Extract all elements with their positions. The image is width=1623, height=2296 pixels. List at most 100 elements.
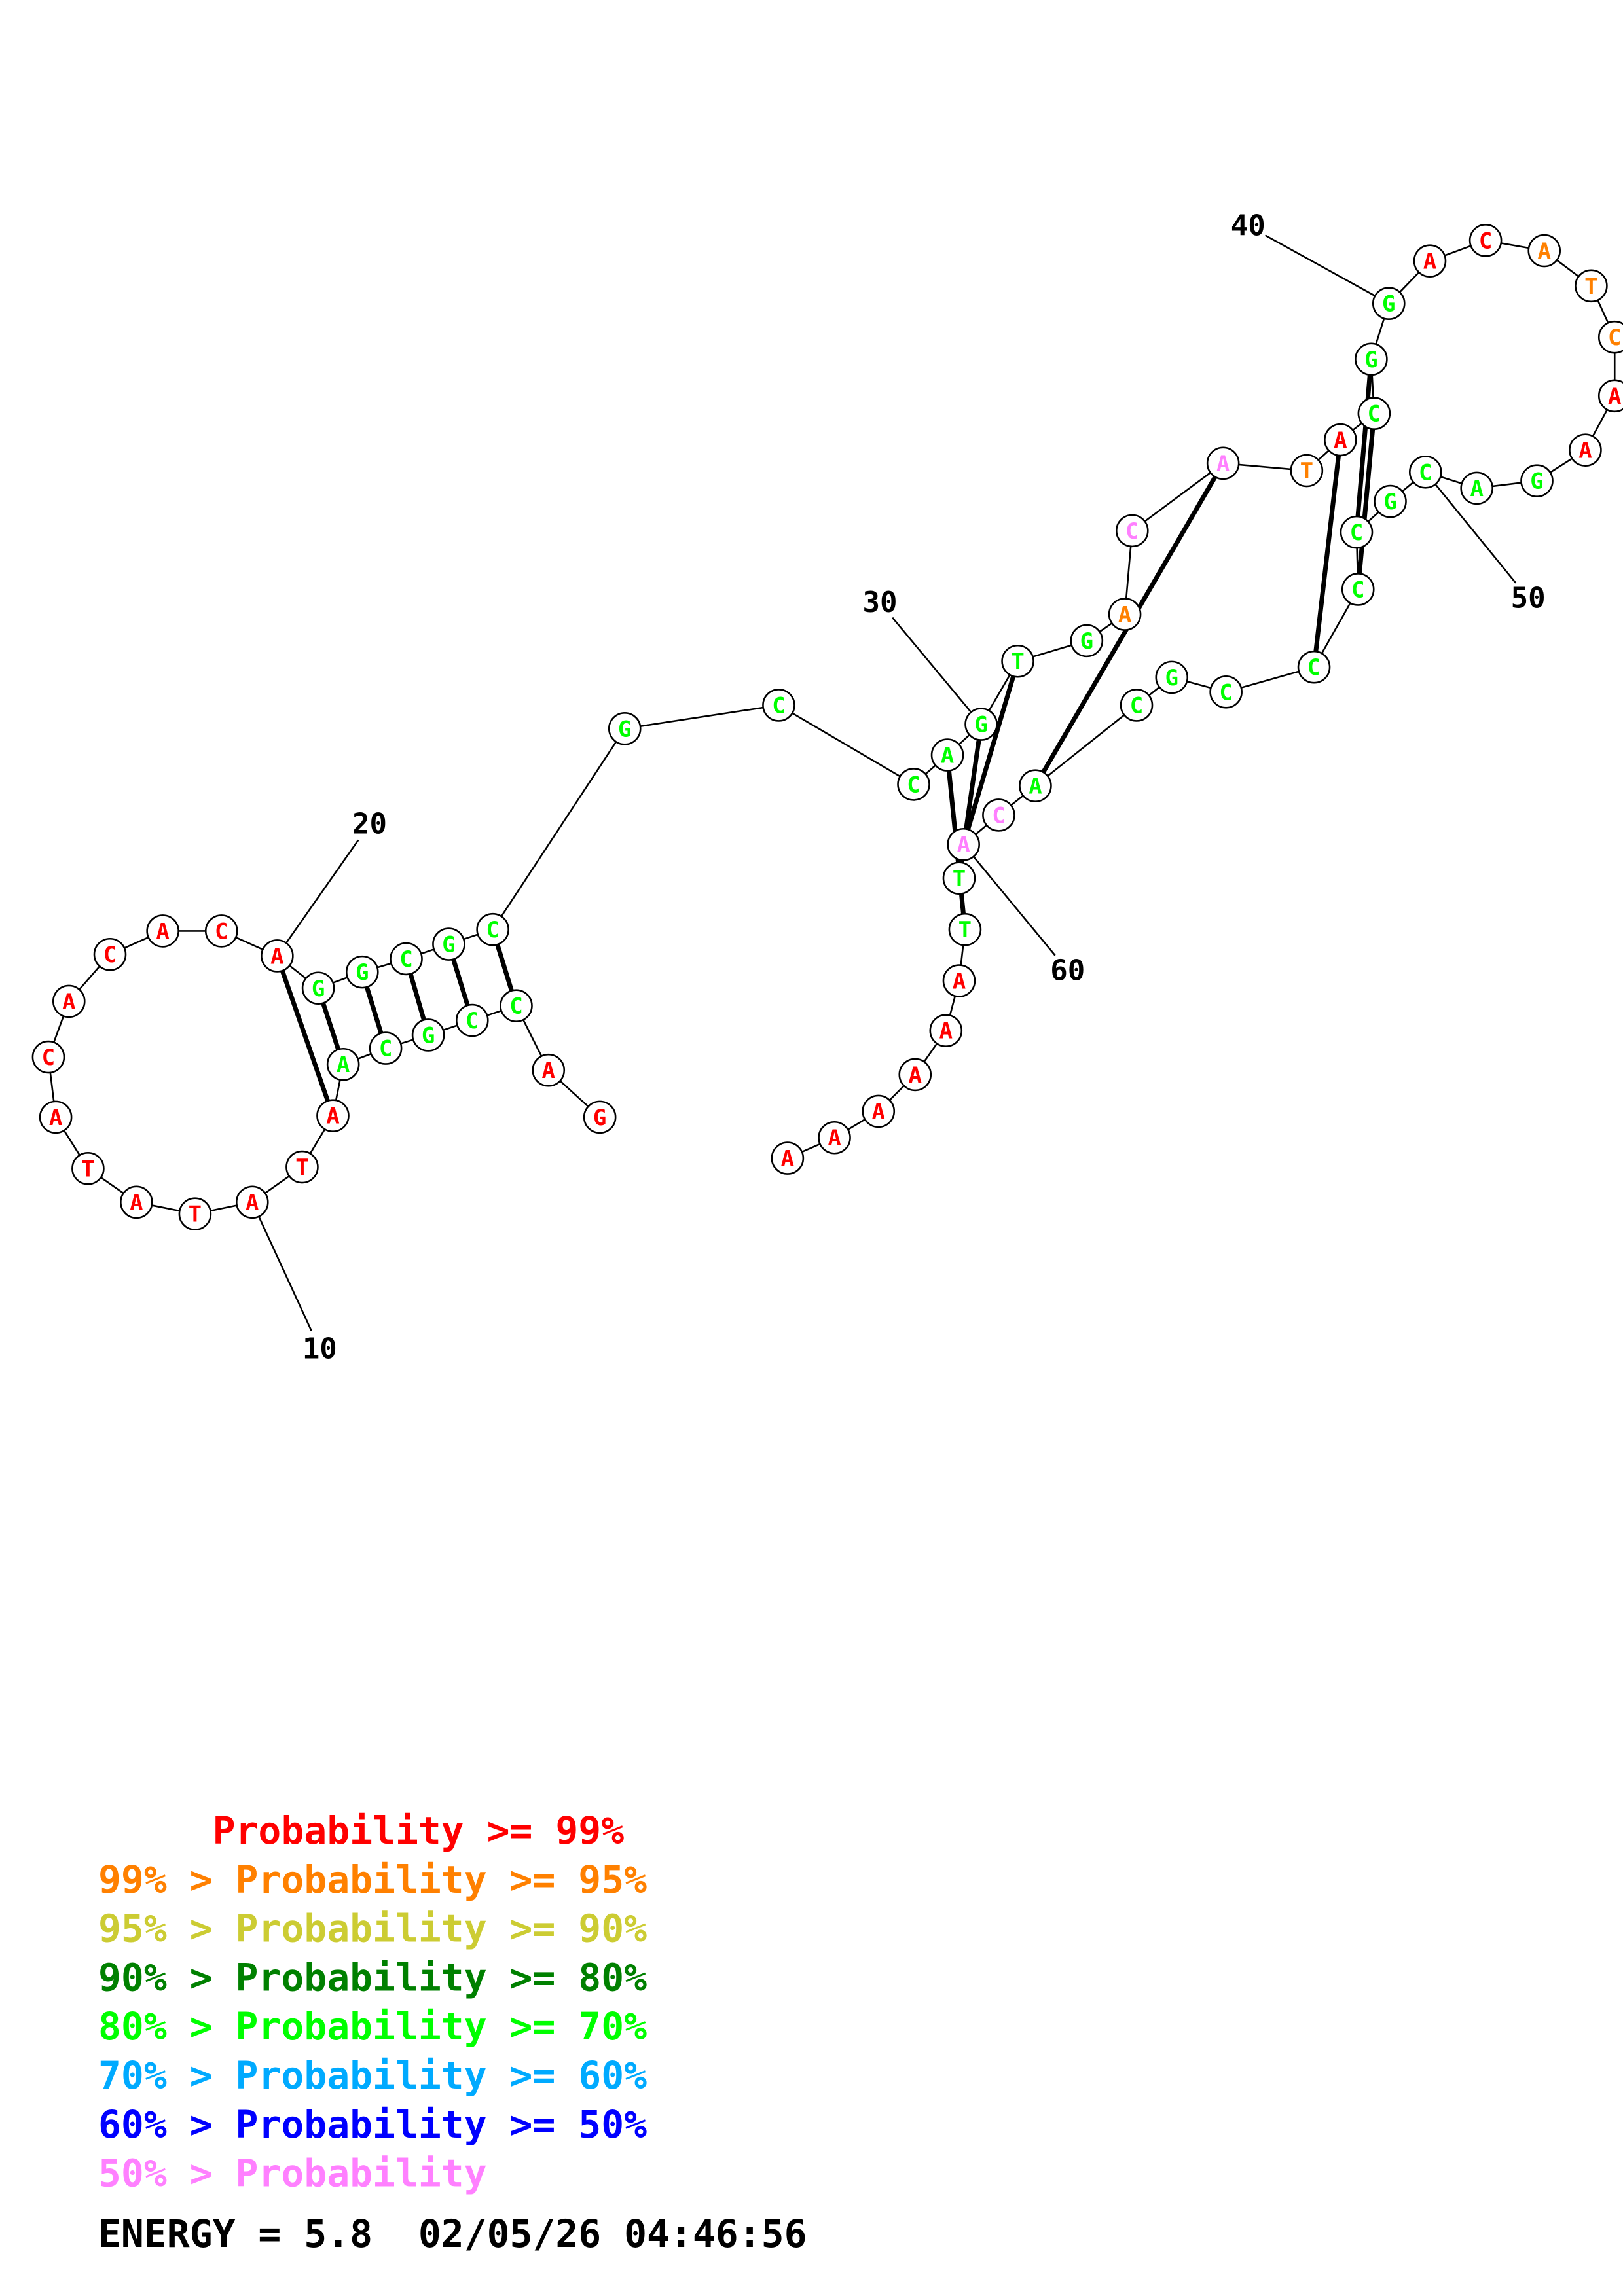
nucleotide-letter: C [1125,518,1139,545]
nucleotide: A [1324,423,1357,457]
probability-legend: Probability >= 99%99% > Probability >= 9… [98,1808,647,2196]
nucleotide-circle [771,1141,805,1175]
nucleotide-circle [1569,433,1602,467]
nucleotide: T [1290,454,1324,488]
nucleotide: C [1341,573,1375,606]
nucleotide-letter: G [974,712,987,738]
nucleotide: G [1070,624,1104,658]
energy-footer: ENERGY = 5.8 02/05/26 04:46:56 [98,2212,807,2256]
base-pair-bond [1355,411,1377,592]
nucleotide-circle [476,912,509,946]
nucleotide: C [31,1040,65,1074]
nucleotide-circle [1120,689,1154,722]
nucleotide-circle [1155,660,1189,694]
nucleotide: A [930,738,964,772]
nucleotide-circle [942,964,976,997]
nucleotide-letter: C [1479,228,1492,254]
position-label: 60 [1050,954,1085,987]
position-tick [962,844,1056,956]
nucleotide-circle [1355,342,1388,376]
nucleotide-circle [1520,464,1554,498]
nucleotide-circle [1460,471,1493,505]
nucleotide: G [1155,660,1189,694]
nucleotide-circle [1001,644,1034,678]
nucleotide: C [455,1003,489,1037]
nucleotide-circle [947,827,980,861]
nucleotide: C [1357,397,1391,430]
nucleotide-circle [31,1040,65,1074]
nucleotide-letter: C [103,942,117,968]
nucleotide-circle [1070,624,1104,658]
nucleotide-letter: A [872,1099,885,1125]
nucleotide-letter: G [1530,469,1543,495]
nucleotide-circle [455,1003,489,1037]
legend-entry: 50% > Probability [98,2151,487,2196]
nucleotide-circle [301,971,335,1005]
nucleotide-circle [390,942,423,976]
nucleotide-circle [1597,320,1623,354]
nucleotide-letter: C [1351,577,1364,603]
nucleotide-circle [1019,769,1052,802]
nucleotide: A [146,914,179,948]
nucleotide-letter: G [1080,628,1093,655]
nucleotide-letter: C [992,802,1005,829]
nucleotide-letter: G [422,1022,435,1049]
nucleotide-circle [500,989,533,1022]
nucleotide-letter: A [49,1105,62,1131]
nucleotide-circle [261,939,294,973]
nucleotide-letter: A [909,1062,922,1088]
nucleotide-letter: A [1578,438,1592,464]
nucleotide: T [1575,269,1608,303]
nucleotide-letter: G [1382,291,1395,317]
position-label: 40 [1231,209,1266,242]
nucleotide: T [285,1150,319,1184]
nucleotide: G [432,927,465,961]
nucleotide-circle [898,1058,932,1092]
nucleotide-letter: A [957,832,970,858]
position-tick [892,617,982,725]
nucleotide-letter: G [312,976,325,1002]
nucleotide-letter: A [828,1125,841,1151]
nucleotide: A [532,1053,566,1087]
nucleotide: C [762,689,795,722]
nucleotide-letter: C [907,772,920,798]
nucleotide-letter: A [939,1018,953,1045]
nucleotide-circle [204,914,238,948]
nucleotide: C [1468,224,1503,257]
nucleotide-circle [1597,379,1623,413]
nucleotide-letter: C [772,692,785,719]
nucleotide-circle [608,711,642,745]
base-pair-bond [1354,357,1374,535]
position-label: 50 [1511,581,1546,615]
nucleotide-circle [982,798,1015,832]
nucleotide: C [204,914,238,948]
nucleotide-circle [1324,423,1357,457]
nucleotide-letter: A [326,1103,339,1130]
nucleotide-circle [1575,269,1608,303]
nucleotide: T [71,1151,105,1185]
position-tick [1264,234,1389,304]
nucleotide: T [1001,644,1034,678]
nucleotide: C [390,942,423,976]
nucleotide-circle [532,1053,566,1087]
nucleotide-letter: G [442,932,455,958]
backbone-segment [625,704,779,730]
nucleotide-letter: T [1584,274,1597,300]
nucleotide: T [948,912,982,946]
nucleotide-circle [369,1031,403,1065]
nucleotide-letter: G [593,1105,606,1131]
nucleotide-letter: A [1216,451,1230,477]
nucleotide-circle [1340,515,1374,549]
nucleotide: A [39,1100,73,1134]
nucleotide-letter: C [379,1036,392,1062]
nucleotide: G [1372,287,1406,320]
nucleotide: G [964,708,998,741]
nucleotide: C [500,989,533,1022]
position-label: 30 [863,586,898,619]
nucleotide: A [316,1099,350,1132]
nucleotide-letter: A [130,1190,143,1216]
nucleotide-letter: G [1364,347,1377,373]
legend-entry: 60% > Probability >= 50% [98,2102,647,2147]
nucleotide-letter: C [1350,520,1363,546]
